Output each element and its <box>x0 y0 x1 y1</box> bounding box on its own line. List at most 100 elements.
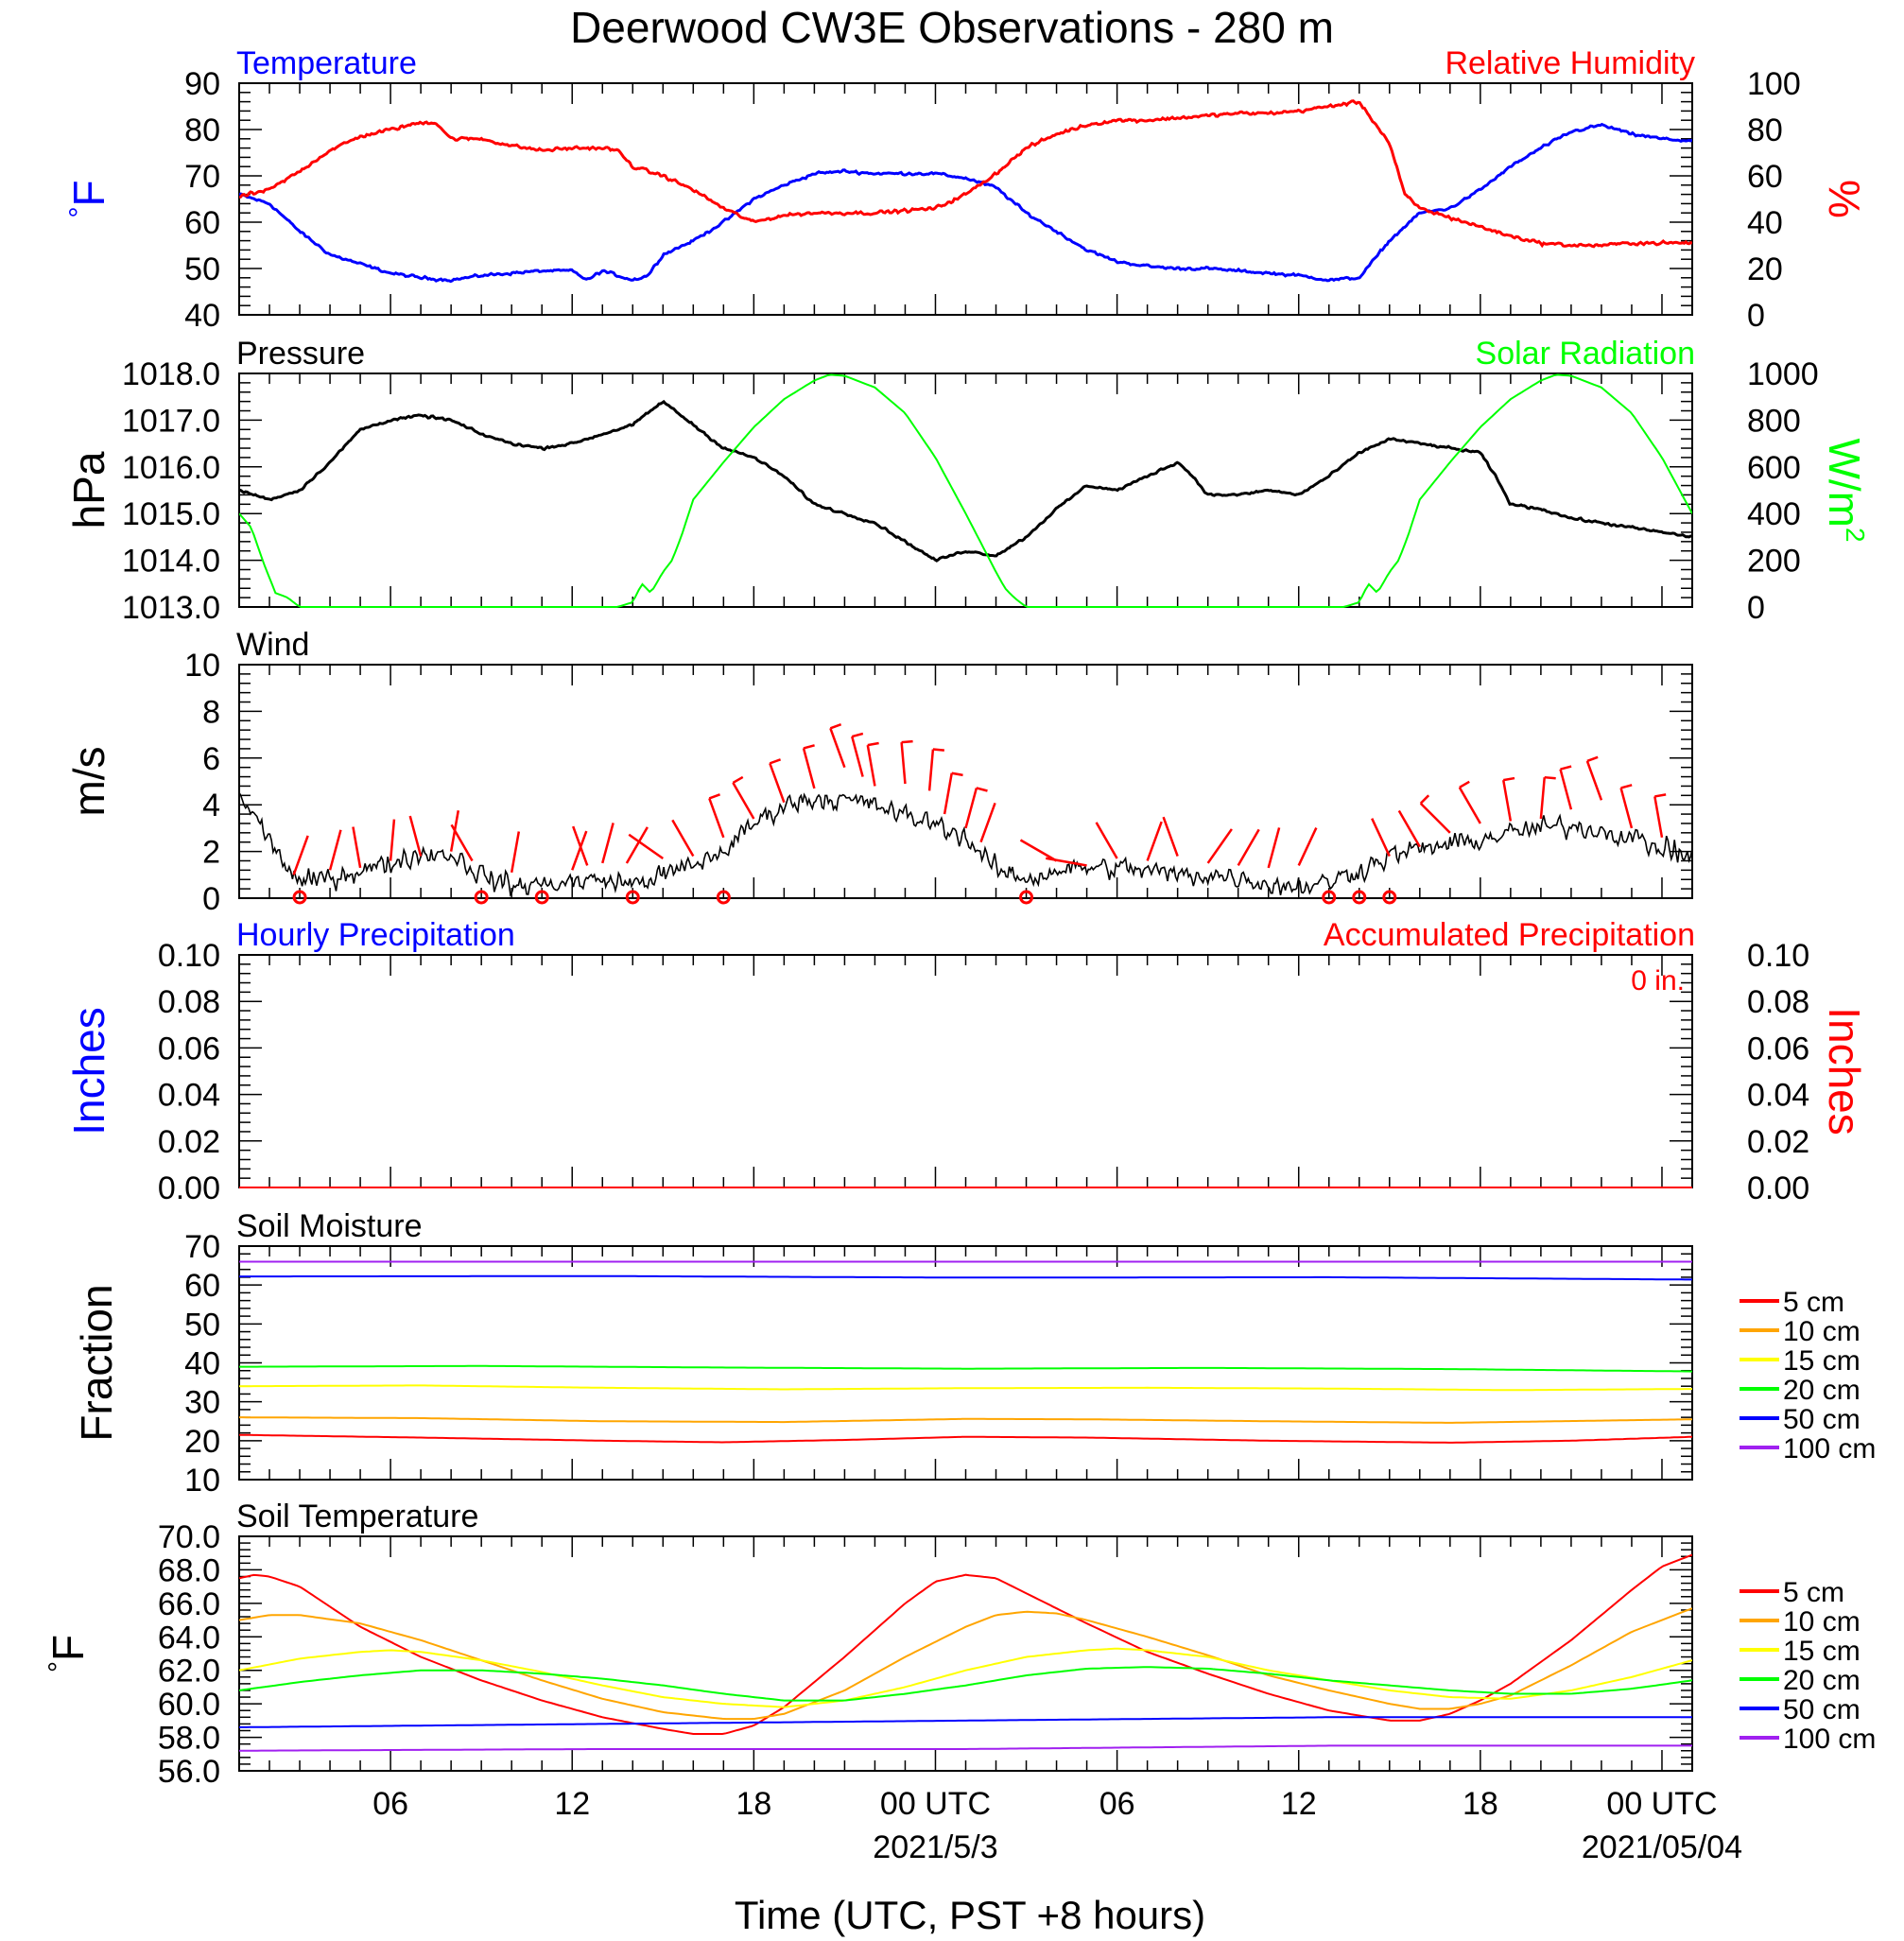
y-tick-label-left: 80 <box>184 113 220 148</box>
wind-barb <box>1046 857 1087 867</box>
series-line-15cm <box>239 1384 1692 1392</box>
wind-barb <box>625 826 649 864</box>
y-tick-label-left: 0.02 <box>158 1124 220 1160</box>
x-tick-label: 12 <box>554 1786 590 1822</box>
barb-shaft <box>1502 779 1513 822</box>
x-tick-label: 06 <box>1099 1786 1135 1822</box>
y-tick-label-left: 1013.0 <box>122 590 220 626</box>
barb-shaft <box>1458 787 1481 824</box>
x-tick-label: 18 <box>1463 1786 1498 1822</box>
wind-barb <box>572 825 589 866</box>
superscript: 2 <box>1841 528 1870 543</box>
calm-wind-circle <box>474 890 489 905</box>
barb-flag <box>829 723 842 730</box>
barb-shaft <box>1297 827 1318 866</box>
y-axis-label-right: % <box>1820 180 1869 218</box>
barb-flag <box>769 758 782 765</box>
y-tick-label-left: 60 <box>184 1268 220 1304</box>
y-axis-label-right: W/m2 <box>1820 438 1870 542</box>
panel-title-right: Relative Humidity <box>1445 45 1695 81</box>
barb-flag <box>732 775 744 784</box>
x-tick-label: 12 <box>1281 1786 1317 1822</box>
barb-flag <box>901 739 913 744</box>
wind-barb <box>802 744 816 789</box>
barb-shaft <box>352 826 362 869</box>
x-axis-label: Time (UTC, PST +8 hours) <box>735 1893 1205 1937</box>
wind-barb <box>1146 821 1163 861</box>
wind-barb <box>732 775 755 820</box>
wind-barb <box>979 802 996 843</box>
wind-barb <box>1539 775 1556 820</box>
wind-barb <box>292 835 309 875</box>
y-tick-label-right: 0.10 <box>1747 938 1809 974</box>
barb-flag <box>1544 775 1556 780</box>
barb-shaft <box>1419 802 1451 834</box>
y-tick-label-left: 1016.0 <box>122 450 220 486</box>
barb-flag <box>1654 793 1667 798</box>
barb-shaft <box>510 831 521 874</box>
legend-label: 15 cm <box>1783 1345 1861 1377</box>
wind-barb <box>1502 776 1515 822</box>
series-line-1 <box>239 99 1692 249</box>
y-tick-label-right: 0.08 <box>1747 984 1809 1020</box>
barb-shaft <box>1371 818 1391 858</box>
y-tick-label-left: 0.04 <box>158 1078 220 1114</box>
wind-barb <box>1458 780 1481 824</box>
y-tick-label-left: 68.0 <box>158 1552 220 1588</box>
y-axis-label-left: °F <box>43 1635 93 1672</box>
legend-label: 20 cm <box>1783 1375 1861 1406</box>
barb-shaft <box>927 749 935 791</box>
barb-shaft <box>851 736 864 777</box>
y-tick-label-right: 0.02 <box>1747 1124 1809 1160</box>
series-line-0 <box>239 791 1692 897</box>
y-axis-label-left: °F <box>64 180 113 217</box>
wind-barb <box>1585 755 1603 801</box>
y-tick-label-left: 60.0 <box>158 1687 220 1723</box>
y-tick-label-left: 58.0 <box>158 1721 220 1757</box>
calm-wind-circle <box>625 890 640 905</box>
y-axis-label-right: Inches <box>1820 1007 1869 1135</box>
panel-temp_rh: 40 50 60 70 80 90 0 20 40 60 80 100 Temperature Relat… <box>64 45 1869 334</box>
calm-wind-circle <box>292 890 307 905</box>
y-tick-label-left: 2 <box>202 835 220 871</box>
barb-shaft <box>943 772 953 815</box>
legend-label: 10 cm <box>1783 1606 1861 1638</box>
barb-shaft <box>1653 796 1664 838</box>
plot-frame <box>238 1535 1693 1772</box>
barb-flag <box>951 771 963 777</box>
wind-barb <box>352 826 362 869</box>
barb-flag <box>803 744 815 750</box>
wind-barb <box>1019 839 1058 862</box>
wind-barb <box>829 723 846 769</box>
barb-shaft <box>292 835 309 875</box>
barb-shaft <box>802 748 816 789</box>
barb-shaft <box>1046 857 1087 867</box>
wind-barb <box>450 823 474 862</box>
legend-label: 50 cm <box>1783 1694 1861 1725</box>
y-tick-label-right: 1000 <box>1747 356 1819 392</box>
y-tick-label-left: 40 <box>184 1346 220 1382</box>
barb-flag <box>1459 780 1470 789</box>
panel-pressure_solar: 1013.0 1014.0 1015.0 1016.0 1017.0 1018.0 0 200… <box>64 336 1870 626</box>
y-tick-label-left: 64.0 <box>158 1620 220 1655</box>
barb-shaft <box>829 727 846 769</box>
barb-shaft <box>769 762 786 804</box>
series-line-50cm <box>239 1716 1692 1728</box>
series-line-0 <box>239 399 1692 563</box>
series-line-100cm <box>239 1744 1692 1752</box>
barb-shaft <box>1146 821 1163 861</box>
wind-barb <box>964 787 988 829</box>
y-tick-label-left: 1014.0 <box>122 544 220 580</box>
series-line-20cm <box>239 1666 1692 1702</box>
y-tick-label-right: 800 <box>1747 403 1801 439</box>
y-tick-label-left: 60 <box>184 205 220 241</box>
barb-shaft <box>1585 760 1603 801</box>
barb-flag <box>1620 784 1633 789</box>
legend-label: 20 cm <box>1783 1665 1861 1696</box>
wind-barb <box>900 739 913 785</box>
y-tick-label-left: 70.0 <box>158 1519 220 1555</box>
y-tick-label-right: 60 <box>1747 159 1783 195</box>
wind-barb <box>1297 827 1318 866</box>
